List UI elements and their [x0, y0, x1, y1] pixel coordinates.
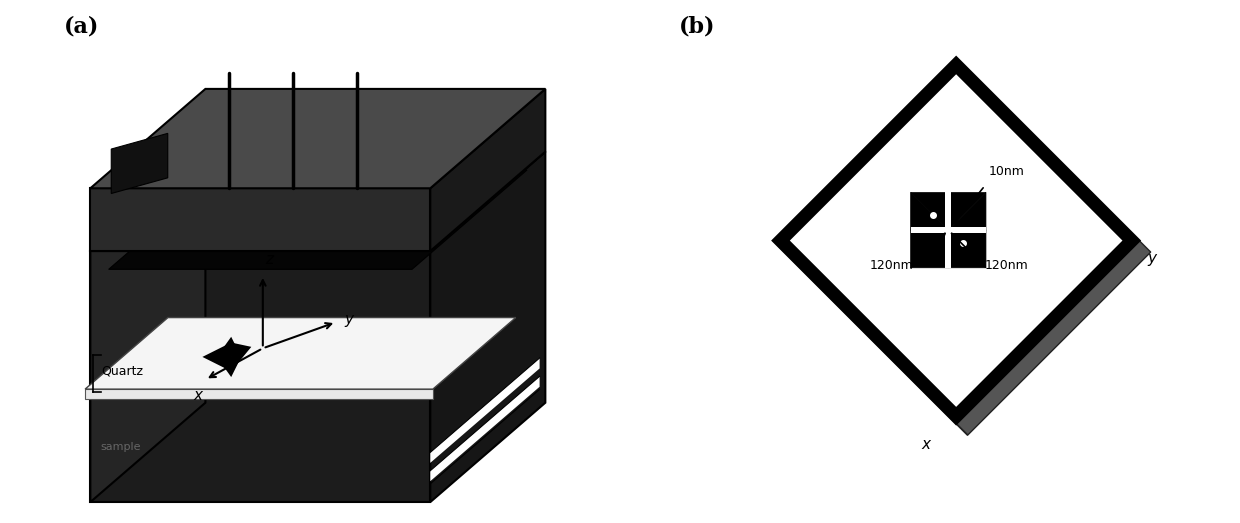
Polygon shape	[430, 152, 546, 502]
Polygon shape	[910, 192, 949, 230]
Text: sample: sample	[100, 442, 141, 452]
Polygon shape	[430, 358, 539, 463]
Text: 120nm: 120nm	[985, 259, 1028, 272]
Text: Quartz: Quartz	[100, 365, 143, 377]
Polygon shape	[91, 152, 546, 251]
Polygon shape	[910, 192, 949, 230]
Polygon shape	[430, 89, 546, 251]
Polygon shape	[109, 170, 527, 269]
Text: (b): (b)	[680, 16, 715, 38]
Polygon shape	[910, 230, 949, 268]
Bar	[945, 192, 951, 268]
Polygon shape	[949, 230, 986, 268]
Polygon shape	[202, 343, 231, 371]
Polygon shape	[91, 89, 546, 188]
Bar	[910, 227, 986, 233]
Text: y: y	[1147, 252, 1156, 266]
Text: y: y	[343, 312, 353, 327]
Polygon shape	[217, 337, 242, 357]
Polygon shape	[86, 389, 433, 399]
Polygon shape	[773, 58, 1140, 424]
Text: 120nm: 120nm	[870, 259, 914, 272]
Text: (a): (a)	[64, 16, 99, 38]
Polygon shape	[910, 230, 949, 268]
Polygon shape	[949, 192, 986, 230]
Polygon shape	[217, 357, 242, 377]
Polygon shape	[956, 241, 1151, 435]
Polygon shape	[86, 317, 516, 389]
Text: 10nm: 10nm	[990, 165, 1025, 178]
Polygon shape	[91, 251, 430, 502]
Polygon shape	[949, 192, 986, 230]
Text: z: z	[265, 252, 274, 267]
Polygon shape	[773, 241, 967, 435]
Text: x: x	[921, 437, 930, 452]
Polygon shape	[91, 152, 206, 502]
Polygon shape	[430, 377, 539, 481]
Text: x: x	[193, 388, 202, 403]
Polygon shape	[790, 74, 1122, 407]
Polygon shape	[231, 343, 252, 371]
Polygon shape	[112, 133, 167, 194]
Polygon shape	[949, 230, 986, 268]
Polygon shape	[91, 188, 430, 251]
